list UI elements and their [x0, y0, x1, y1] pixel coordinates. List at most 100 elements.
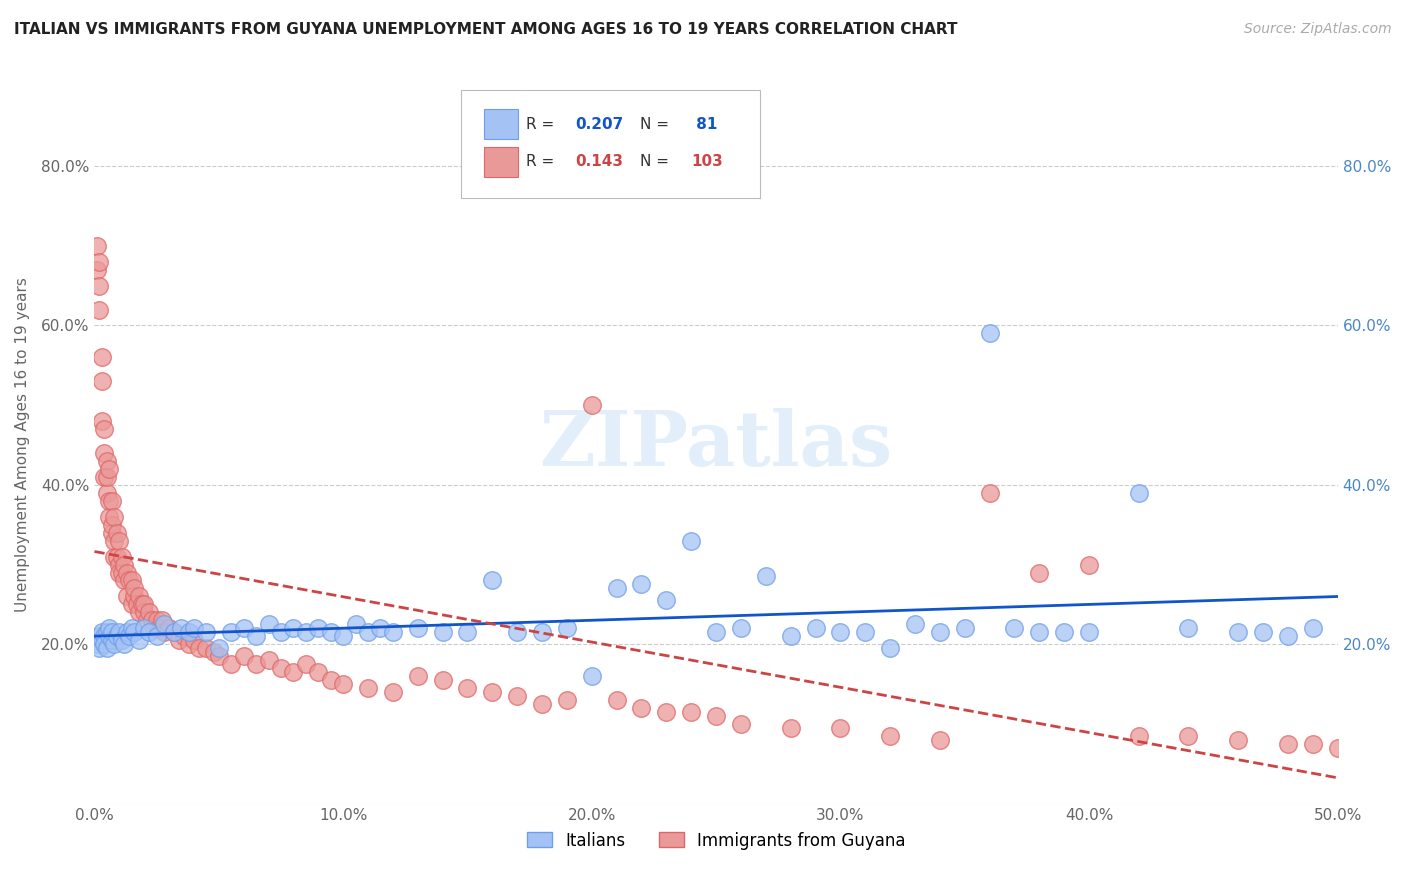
Point	[357, 681, 380, 695]
Point	[1177, 729, 1199, 743]
Point	[195, 641, 218, 656]
Point	[89, 278, 111, 293]
Text: R =: R =	[526, 117, 560, 132]
Point	[105, 629, 128, 643]
Point	[108, 558, 131, 572]
Point	[150, 613, 173, 627]
Text: ITALIAN VS IMMIGRANTS FROM GUYANA UNEMPLOYMENT AMONG AGES 16 TO 19 YEARS CORRELA: ITALIAN VS IMMIGRANTS FROM GUYANA UNEMPL…	[14, 22, 957, 37]
Point	[219, 657, 242, 672]
Point	[283, 665, 305, 679]
Point	[93, 637, 115, 651]
Point	[101, 525, 124, 540]
Point	[307, 665, 329, 679]
Point	[1028, 625, 1050, 640]
Point	[177, 625, 200, 640]
Point	[332, 629, 354, 643]
Text: 0.207: 0.207	[575, 117, 624, 132]
Point	[1002, 621, 1025, 635]
Point	[121, 574, 143, 588]
Point	[681, 705, 703, 719]
Point	[319, 673, 342, 687]
Point	[1227, 625, 1250, 640]
Point	[173, 629, 195, 643]
Point	[187, 641, 209, 656]
Point	[177, 637, 200, 651]
Point	[681, 533, 703, 548]
Point	[138, 625, 160, 640]
Point	[121, 598, 143, 612]
Point	[105, 549, 128, 564]
Point	[134, 621, 156, 635]
Point	[108, 625, 131, 640]
Point	[1078, 558, 1101, 572]
Point	[779, 629, 801, 643]
Point	[103, 509, 125, 524]
Point	[257, 617, 280, 632]
Point	[90, 633, 112, 648]
Point	[86, 239, 108, 253]
Point	[195, 625, 218, 640]
Point	[1351, 745, 1374, 759]
Point	[135, 613, 157, 627]
Point	[90, 351, 112, 365]
Point	[118, 629, 141, 643]
Point	[606, 693, 628, 707]
Point	[93, 629, 115, 643]
Point	[630, 701, 652, 715]
Text: N =: N =	[640, 154, 673, 169]
Point	[103, 533, 125, 548]
Point	[730, 621, 752, 635]
Point	[928, 732, 950, 747]
Point	[1302, 621, 1324, 635]
Point	[167, 633, 190, 648]
Point	[96, 485, 118, 500]
Point	[153, 617, 176, 632]
Point	[370, 621, 392, 635]
Point	[90, 414, 112, 428]
Point	[96, 625, 118, 640]
Point	[1177, 621, 1199, 635]
Point	[432, 625, 454, 640]
Point	[219, 625, 242, 640]
Point	[145, 613, 167, 627]
Point	[138, 605, 160, 619]
Point	[283, 621, 305, 635]
Point	[163, 625, 186, 640]
Point	[853, 625, 876, 640]
Point	[115, 625, 138, 640]
Point	[555, 693, 578, 707]
Point	[606, 582, 628, 596]
Point	[1302, 737, 1324, 751]
Point	[456, 625, 478, 640]
Text: N =: N =	[640, 117, 673, 132]
Text: 103: 103	[692, 154, 723, 169]
Point	[295, 657, 318, 672]
Point	[121, 621, 143, 635]
Point	[128, 590, 150, 604]
Point	[381, 685, 404, 699]
Point	[86, 637, 108, 651]
Point	[90, 625, 112, 640]
Point	[1128, 485, 1150, 500]
Point	[145, 629, 167, 643]
Point	[183, 621, 205, 635]
Point	[830, 721, 852, 735]
Point	[270, 661, 292, 675]
Point	[344, 617, 367, 632]
Point	[779, 721, 801, 735]
Point	[432, 673, 454, 687]
Point	[232, 621, 254, 635]
Point	[112, 637, 135, 651]
Point	[245, 629, 267, 643]
Point	[122, 582, 145, 596]
Point	[141, 613, 163, 627]
Point	[979, 485, 1001, 500]
Point	[202, 645, 225, 659]
Point	[804, 621, 827, 635]
Point	[1078, 625, 1101, 640]
Point	[93, 422, 115, 436]
Point	[755, 569, 778, 583]
Point	[581, 669, 603, 683]
Point	[122, 590, 145, 604]
Point	[979, 326, 1001, 341]
